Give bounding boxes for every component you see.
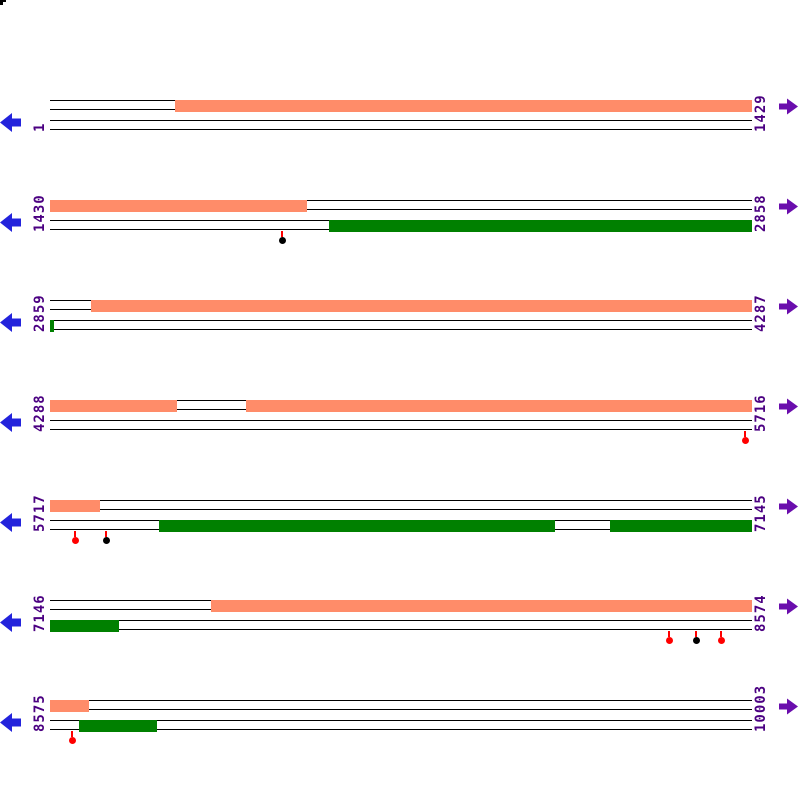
left-strand-arrow-icon <box>0 212 21 233</box>
sequence-row: 4288 5716 <box>0 385 800 451</box>
row-end-coordinate: 7145 <box>753 494 769 532</box>
row-start-coordinate: 1430 <box>32 194 48 232</box>
sequence-row: 7146 8574 <box>0 585 800 651</box>
variant-marker-dot-red <box>717 636 725 644</box>
sequence-row: 1430 2858 <box>0 185 800 251</box>
reverse-strand-lane <box>50 420 752 430</box>
forward-strand-lane <box>50 700 752 710</box>
row-end-coordinate: 4287 <box>753 294 769 332</box>
feature-bar-orange <box>50 699 89 712</box>
marker-stem <box>74 531 76 537</box>
variant-marker-dot-red <box>71 536 79 544</box>
row-end-coordinate: 5716 <box>753 394 769 432</box>
row-start-coordinate: 5717 <box>32 494 48 532</box>
sequence-row: 1 1429 <box>0 85 800 151</box>
corner-artifact-mark <box>0 0 6 2</box>
variant-marker-dot-black <box>278 236 286 244</box>
reverse-strand-lane <box>50 620 752 630</box>
left-strand-arrow-icon <box>0 412 21 433</box>
marker-stem <box>105 531 107 537</box>
reverse-strand-lane <box>50 320 752 330</box>
right-strand-arrow-icon <box>779 198 798 215</box>
feature-bar-orange <box>211 599 752 612</box>
left-strand-arrow-icon <box>0 712 21 733</box>
right-strand-arrow-icon <box>779 598 798 615</box>
left-strand-arrow-icon <box>0 612 21 633</box>
left-strand-arrow-icon <box>0 512 21 533</box>
left-strand-arrow-icon <box>0 112 21 133</box>
marker-stem <box>720 631 722 637</box>
marker-stem <box>744 431 746 437</box>
reverse-strand-lane <box>50 720 752 730</box>
feature-bar-orange <box>175 99 752 112</box>
feature-bar-green <box>610 519 752 532</box>
forward-strand-lane <box>50 500 752 510</box>
marker-stem <box>695 631 697 637</box>
right-strand-arrow-icon <box>779 698 798 715</box>
marker-stem <box>281 231 283 237</box>
left-strand-arrow-icon <box>0 312 21 333</box>
feature-bar-orange <box>246 399 752 412</box>
variant-marker-dot-black <box>692 636 700 644</box>
right-strand-arrow-icon <box>779 298 798 315</box>
marker-stem <box>71 731 73 737</box>
feature-bar-green <box>50 619 119 632</box>
sequence-row: 2859 4287 <box>0 285 800 351</box>
sequence-row: 5717 7145 <box>0 485 800 551</box>
feature-bar-orange <box>50 399 177 412</box>
reverse-strand-lane <box>50 120 752 130</box>
sequence-row: 8575 10003 <box>0 685 800 751</box>
row-end-coordinate: 10003 <box>753 684 769 732</box>
marker-stem <box>668 631 670 637</box>
right-strand-arrow-icon <box>779 498 798 515</box>
feature-bar-green <box>329 219 752 232</box>
feature-bar-orange <box>50 499 100 512</box>
variant-marker-dot-red <box>741 436 749 444</box>
variant-marker-dot-black <box>102 536 110 544</box>
feature-bar-orange <box>91 299 752 312</box>
row-end-coordinate: 2858 <box>753 194 769 232</box>
feature-bar-orange <box>50 199 307 212</box>
row-start-coordinate: 8575 <box>32 694 48 732</box>
feature-bar-green <box>159 519 555 532</box>
row-start-coordinate: 1 <box>32 122 48 132</box>
row-end-coordinate: 1429 <box>753 94 769 132</box>
row-end-coordinate: 8574 <box>753 594 769 632</box>
right-strand-arrow-icon <box>779 98 798 115</box>
right-strand-arrow-icon <box>779 398 798 415</box>
feature-bar-green <box>50 319 54 332</box>
row-start-coordinate: 2859 <box>32 294 48 332</box>
forward-strand-lane <box>50 200 752 210</box>
row-start-coordinate: 4288 <box>32 394 48 432</box>
variant-marker-dot-red <box>665 636 673 644</box>
variant-marker-dot-red <box>68 736 76 744</box>
feature-bar-green <box>79 719 157 732</box>
corner-artifact-mark <box>0 2 3 5</box>
row-start-coordinate: 7146 <box>32 594 48 632</box>
